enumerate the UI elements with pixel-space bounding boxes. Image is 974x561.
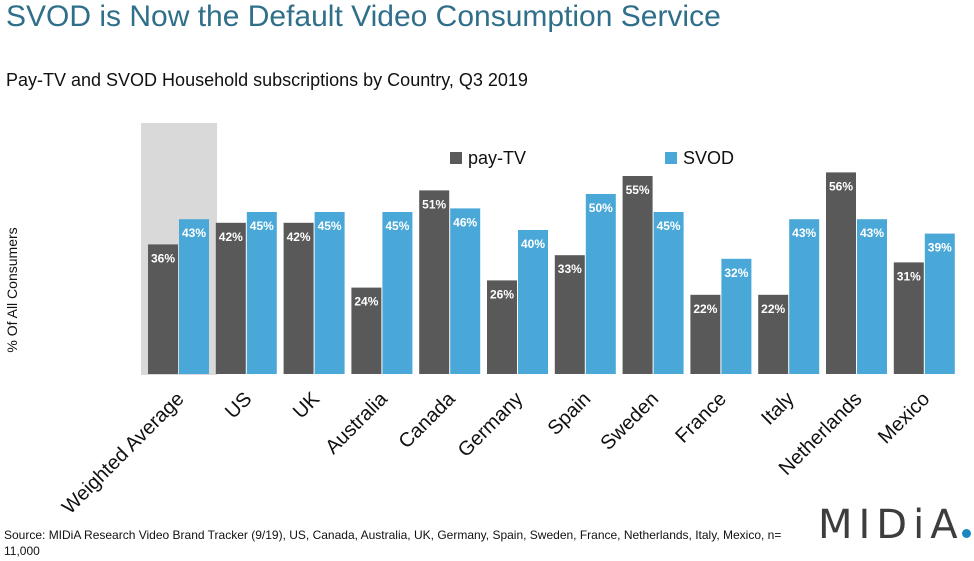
bar-value-label: 43% xyxy=(792,226,816,240)
svod-bar xyxy=(246,212,277,374)
paytv-bar xyxy=(148,244,178,374)
svod-bar xyxy=(585,194,616,374)
source-note: Source: MIDiA Research Video Brand Track… xyxy=(4,528,782,558)
legend-swatch-svod xyxy=(665,152,677,164)
bar-value-label: 55% xyxy=(626,183,650,197)
bar-value-label: 42% xyxy=(219,230,243,244)
svod-bar xyxy=(653,212,684,374)
category-label: UK xyxy=(289,388,325,424)
bar-value-label: 36% xyxy=(151,251,175,265)
legend-label-svod: SVOD xyxy=(683,148,734,168)
bar-value-label: 45% xyxy=(318,219,342,233)
bar-value-label: 42% xyxy=(287,230,311,244)
paytv-bar xyxy=(826,172,856,374)
svod-bar xyxy=(518,230,548,374)
category-label: Canada xyxy=(395,387,461,453)
category-label: Mexico xyxy=(874,388,934,448)
category-label: Germany xyxy=(454,388,528,462)
midia-logo: MIDiA xyxy=(818,502,971,548)
bar-value-label: 32% xyxy=(724,266,748,280)
paytv-bar xyxy=(758,294,789,374)
paytv-bar xyxy=(487,280,517,374)
svod-bar xyxy=(857,219,887,374)
category-label: Spain xyxy=(544,388,596,440)
svod-bar xyxy=(450,208,481,374)
bar-value-label: 46% xyxy=(453,215,477,229)
bar-value-label: 22% xyxy=(693,302,717,316)
bar-value-label: 45% xyxy=(657,219,681,233)
paytv-bar xyxy=(622,176,653,374)
paytv-bar xyxy=(554,255,585,374)
bar-value-label: 33% xyxy=(558,262,582,276)
y-axis-label: % Of All Consumers xyxy=(4,227,20,352)
bar-value-label: 40% xyxy=(521,237,545,251)
svod-bar xyxy=(314,212,345,374)
bar-value-label: 56% xyxy=(829,179,853,193)
bar-value-label: 31% xyxy=(897,269,921,283)
svod-bar xyxy=(789,219,820,374)
paytv-bar xyxy=(215,222,246,374)
paytv-bar xyxy=(351,287,382,374)
legend-swatch-paytv xyxy=(450,152,462,164)
paytv-bar xyxy=(690,294,721,374)
logo-dot-icon xyxy=(961,529,971,538)
svod-bar xyxy=(382,212,413,374)
bar-value-label: 24% xyxy=(354,295,378,309)
paytv-bar xyxy=(893,262,924,374)
chart-title: SVOD is Now the Default Video Consumptio… xyxy=(6,0,721,33)
bar-value-label: 50% xyxy=(589,201,613,215)
category-label: Weighted Average xyxy=(58,388,189,519)
bar-value-label: 51% xyxy=(422,197,446,211)
logo-text: MIDiA xyxy=(818,502,964,548)
bar-value-label: 26% xyxy=(490,287,514,301)
svod-bar xyxy=(924,233,955,374)
paytv-bar xyxy=(419,190,450,374)
bar-value-label: 43% xyxy=(182,226,206,240)
category-label: France xyxy=(671,388,731,448)
category-label: Australia xyxy=(321,387,392,458)
svod-bar xyxy=(721,258,752,374)
category-label: Sweden xyxy=(596,388,663,455)
bar-value-label: 45% xyxy=(250,219,274,233)
bar-value-label: 43% xyxy=(860,226,884,240)
category-label: US xyxy=(221,388,256,423)
bar-value-label: 39% xyxy=(928,241,952,255)
category-label: Italy xyxy=(757,388,798,429)
paytv-bar xyxy=(283,222,314,374)
svod-bar xyxy=(179,219,209,374)
bar-value-label: 45% xyxy=(385,219,409,233)
legend-label-paytv: pay-TV xyxy=(468,148,526,168)
bar-value-label: 22% xyxy=(761,302,785,316)
chart-subtitle: Pay-TV and SVOD Household subscriptions … xyxy=(6,70,528,90)
